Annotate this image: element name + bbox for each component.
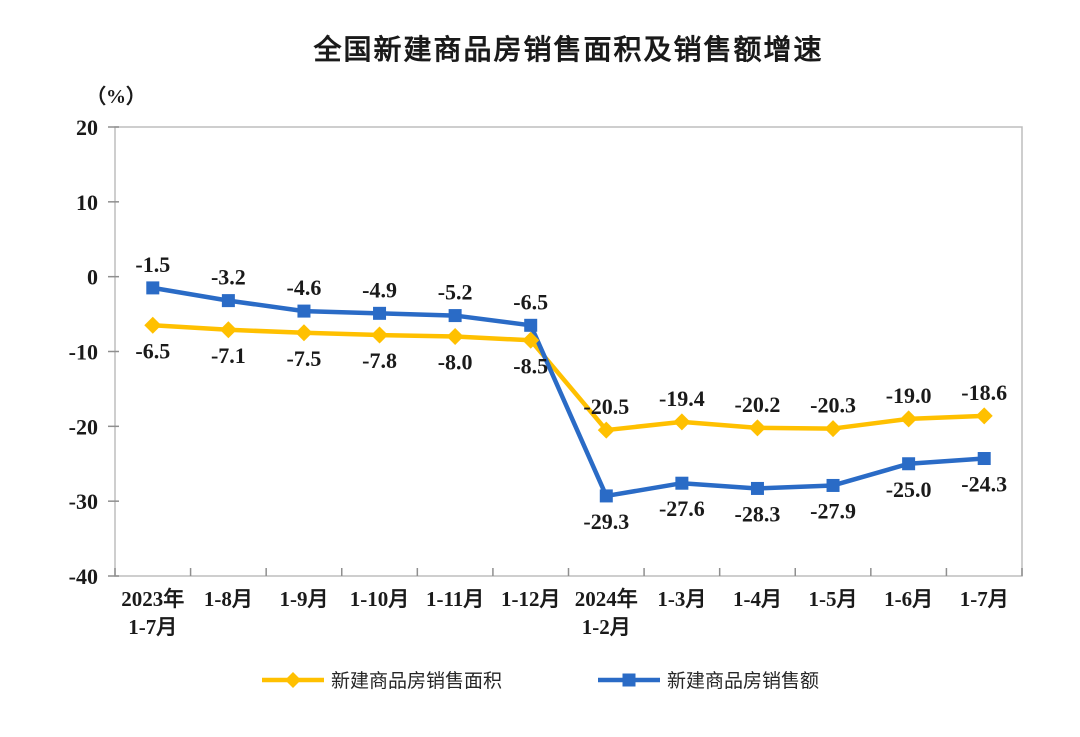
x-tick-label: 1-7月	[128, 615, 177, 639]
data-value-label: -4.9	[362, 277, 397, 302]
x-tick-label: 1-9月	[279, 587, 328, 611]
data-point-marker	[373, 306, 387, 320]
x-tick-label: 1-10月	[350, 587, 410, 611]
data-value-label: -5.2	[438, 280, 473, 305]
data-point-marker	[297, 304, 311, 318]
data-value-label: -3.2	[211, 265, 246, 290]
data-point-marker	[673, 413, 691, 431]
data-value-label: -7.8	[362, 348, 397, 373]
y-tick-label: -40	[69, 564, 98, 589]
x-tick-label: 1-11月	[426, 587, 484, 611]
x-tick-label: 1-2月	[582, 615, 631, 639]
data-point-marker	[144, 316, 162, 334]
legend-label-sales-area: 新建商品房销售面积	[330, 671, 502, 692]
x-tick-label: 2023年	[121, 587, 184, 611]
data-point-marker	[371, 326, 389, 344]
data-value-label: -7.1	[211, 343, 246, 368]
data-value-label: -19.4	[659, 386, 705, 411]
data-point-marker	[826, 478, 840, 492]
legend-marker-square-icon	[598, 673, 660, 686]
y-axis-unit-label: （%）	[86, 86, 146, 108]
data-value-label: -7.5	[287, 346, 322, 371]
data-point-marker	[977, 452, 991, 466]
data-point-marker	[221, 294, 235, 308]
data-point-marker	[448, 309, 462, 323]
data-point-marker	[219, 321, 237, 339]
y-tick-label: -20	[69, 414, 98, 439]
data-value-label: -27.9	[810, 498, 856, 523]
x-tick-label: 1-5月	[809, 587, 858, 611]
x-tick-label: 2024年	[575, 587, 638, 611]
data-value-label: -20.3	[810, 393, 856, 418]
data-point-marker	[748, 419, 766, 437]
data-value-label: -1.5	[135, 252, 170, 277]
data-point-marker	[599, 489, 613, 503]
data-value-label: -8.0	[438, 350, 473, 375]
x-tick-label: 1-4月	[733, 587, 782, 611]
data-point-marker	[750, 481, 764, 495]
data-value-label: -4.6	[287, 275, 322, 300]
y-tick-label: 10	[76, 190, 98, 215]
data-point-marker	[675, 476, 689, 490]
x-tick-label: 1-3月	[657, 587, 706, 611]
data-value-label: -19.0	[886, 383, 932, 408]
data-point-marker	[295, 324, 313, 342]
data-value-label: -28.3	[735, 501, 781, 526]
legend-item-sales-value: 新建商品房销售额	[597, 666, 819, 693]
data-value-label: -29.3	[583, 509, 629, 534]
data-point-marker	[146, 281, 160, 295]
data-value-label: -18.6	[961, 380, 1007, 405]
x-tick-label: 1-8月	[204, 587, 253, 611]
series-line-0	[150, 323, 987, 433]
data-point-marker	[975, 407, 993, 425]
data-point-marker	[522, 331, 540, 349]
data-point-marker	[900, 410, 918, 428]
legend-marker-shape	[284, 671, 301, 688]
data-value-label: -6.5	[513, 289, 548, 314]
data-value-label: -8.5	[513, 353, 548, 378]
data-value-label: -20.5	[583, 394, 629, 419]
y-tick-label: -30	[69, 489, 98, 514]
data-value-label: -6.5	[135, 338, 170, 363]
y-tick-label: 20	[76, 115, 98, 140]
data-value-label: -20.2	[735, 392, 781, 417]
x-tick-label: 1-6月	[884, 587, 933, 611]
data-point-marker	[524, 318, 538, 332]
x-tick-label: 1-7月	[960, 587, 1009, 611]
series-line-1	[150, 285, 987, 499]
chart-legend: 新建商品房销售面积 新建商品房销售额	[0, 666, 1080, 693]
y-tick-label: -10	[69, 340, 98, 365]
legend-marker-diamond-icon	[261, 671, 324, 688]
data-point-marker	[824, 420, 842, 438]
data-point-marker	[446, 328, 464, 346]
data-point-marker	[902, 457, 916, 471]
data-value-label: -27.6	[659, 496, 705, 521]
legend-label-sales-value: 新建商品房销售额	[667, 671, 820, 692]
data-point-marker	[597, 421, 615, 439]
data-value-label: -24.3	[961, 472, 1007, 497]
data-value-label: -25.0	[886, 477, 932, 502]
plot-border	[114, 126, 1023, 577]
y-tick-label: 0	[87, 265, 98, 290]
legend-item-sales-area: 新建商品房销售面积	[261, 666, 502, 693]
chart-title: 全国新建商品房销售面积及销售额增速	[313, 34, 824, 65]
legend-marker-shape	[622, 673, 636, 686]
x-tick-label: 1-12月	[501, 587, 561, 611]
line-chart: 20 10 0 -10 -20 -30 -40 2023年 1-7月 1-8月 1-9月 1-10月 1…	[69, 115, 1023, 639]
